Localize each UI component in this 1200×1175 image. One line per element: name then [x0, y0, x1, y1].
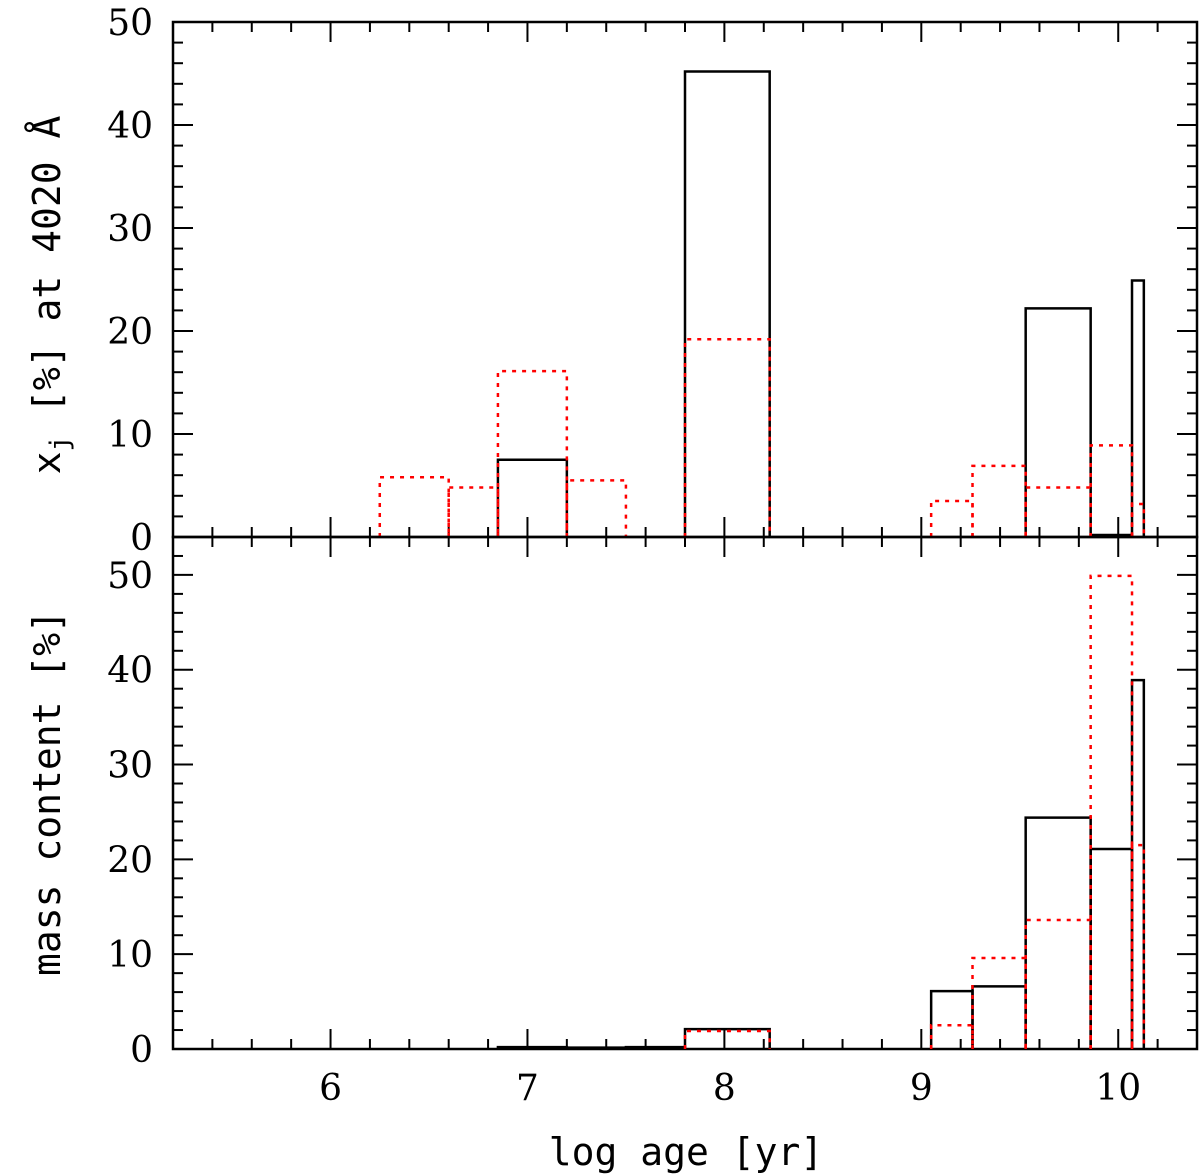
bottom-y-tick-label: 50	[107, 556, 153, 597]
top-dotted-bar	[1130, 502, 1146, 537]
x-tick-label: 6	[319, 1068, 342, 1109]
top-y-axis-label: xj [%] at 4020 Å	[25, 115, 75, 474]
bottom-y-tick-label: 0	[130, 1030, 153, 1071]
top-dotted-bar	[1089, 444, 1134, 537]
top-dotted-bar	[447, 486, 500, 537]
bottom-y-tick-label: 40	[107, 651, 153, 692]
bottom-y-tick-label: 20	[107, 840, 153, 881]
top-panel: 0 10 20 30 40 50	[107, 3, 1199, 559]
top-dotted-bar	[1024, 486, 1092, 537]
top-y-tick-label: 50	[107, 3, 153, 44]
x-tick-labels: 6 7 8 9 10	[319, 1068, 1141, 1109]
bottom-solid-bar	[929, 989, 974, 1049]
top-y-tick-label: 0	[130, 518, 153, 559]
bottom-panel: 0 10 20 30 40 50	[107, 535, 1199, 1071]
top-y-tick-label: 20	[107, 312, 153, 353]
x-axis-label: log age [yr]	[549, 1130, 824, 1174]
bottom-dotted-bar	[971, 956, 1027, 1049]
bottom-dotted-bar	[1089, 574, 1134, 1049]
x-tick-label: 10	[1095, 1068, 1141, 1109]
top-dotted-bar	[683, 337, 771, 537]
top-y-tick-label: 30	[107, 209, 153, 250]
x-tick-label: 7	[516, 1068, 539, 1109]
bottom-dotted-bar	[1024, 918, 1092, 1049]
top-dotted-bar	[496, 369, 569, 537]
bottom-solid-bar	[565, 1046, 628, 1049]
top-dotted-bar	[378, 476, 450, 537]
bottom-dotted-bar	[929, 1024, 974, 1049]
bottom-solid-bar	[1089, 847, 1134, 1049]
top-solid-bar	[683, 70, 771, 537]
bottom-solid-bar	[1130, 678, 1146, 1049]
top-solid-bar	[1024, 307, 1092, 537]
top-dotted-bar	[971, 464, 1027, 537]
bottom-axes-frame	[171, 535, 1199, 1051]
bottom-y-tick-label: 30	[107, 746, 153, 787]
top-dotted-bar	[929, 499, 974, 537]
top-solid-bar	[1130, 279, 1146, 537]
bottom-dotted-bar	[683, 1029, 771, 1049]
x-tick-label: 8	[713, 1068, 736, 1109]
bottom-dotted-bar	[1130, 843, 1146, 1049]
bottom-y-axis-label: mass content [%]	[25, 610, 69, 976]
top-dotted-bar	[565, 479, 628, 537]
bottom-solid-bar	[1024, 816, 1092, 1049]
bottom-y-tick-label: 10	[107, 935, 153, 976]
x-tick-label: 9	[910, 1068, 933, 1109]
top-y-tick-label: 10	[107, 415, 153, 456]
top-solid-bar	[496, 458, 569, 537]
top-y-tick-label: 40	[107, 106, 153, 147]
